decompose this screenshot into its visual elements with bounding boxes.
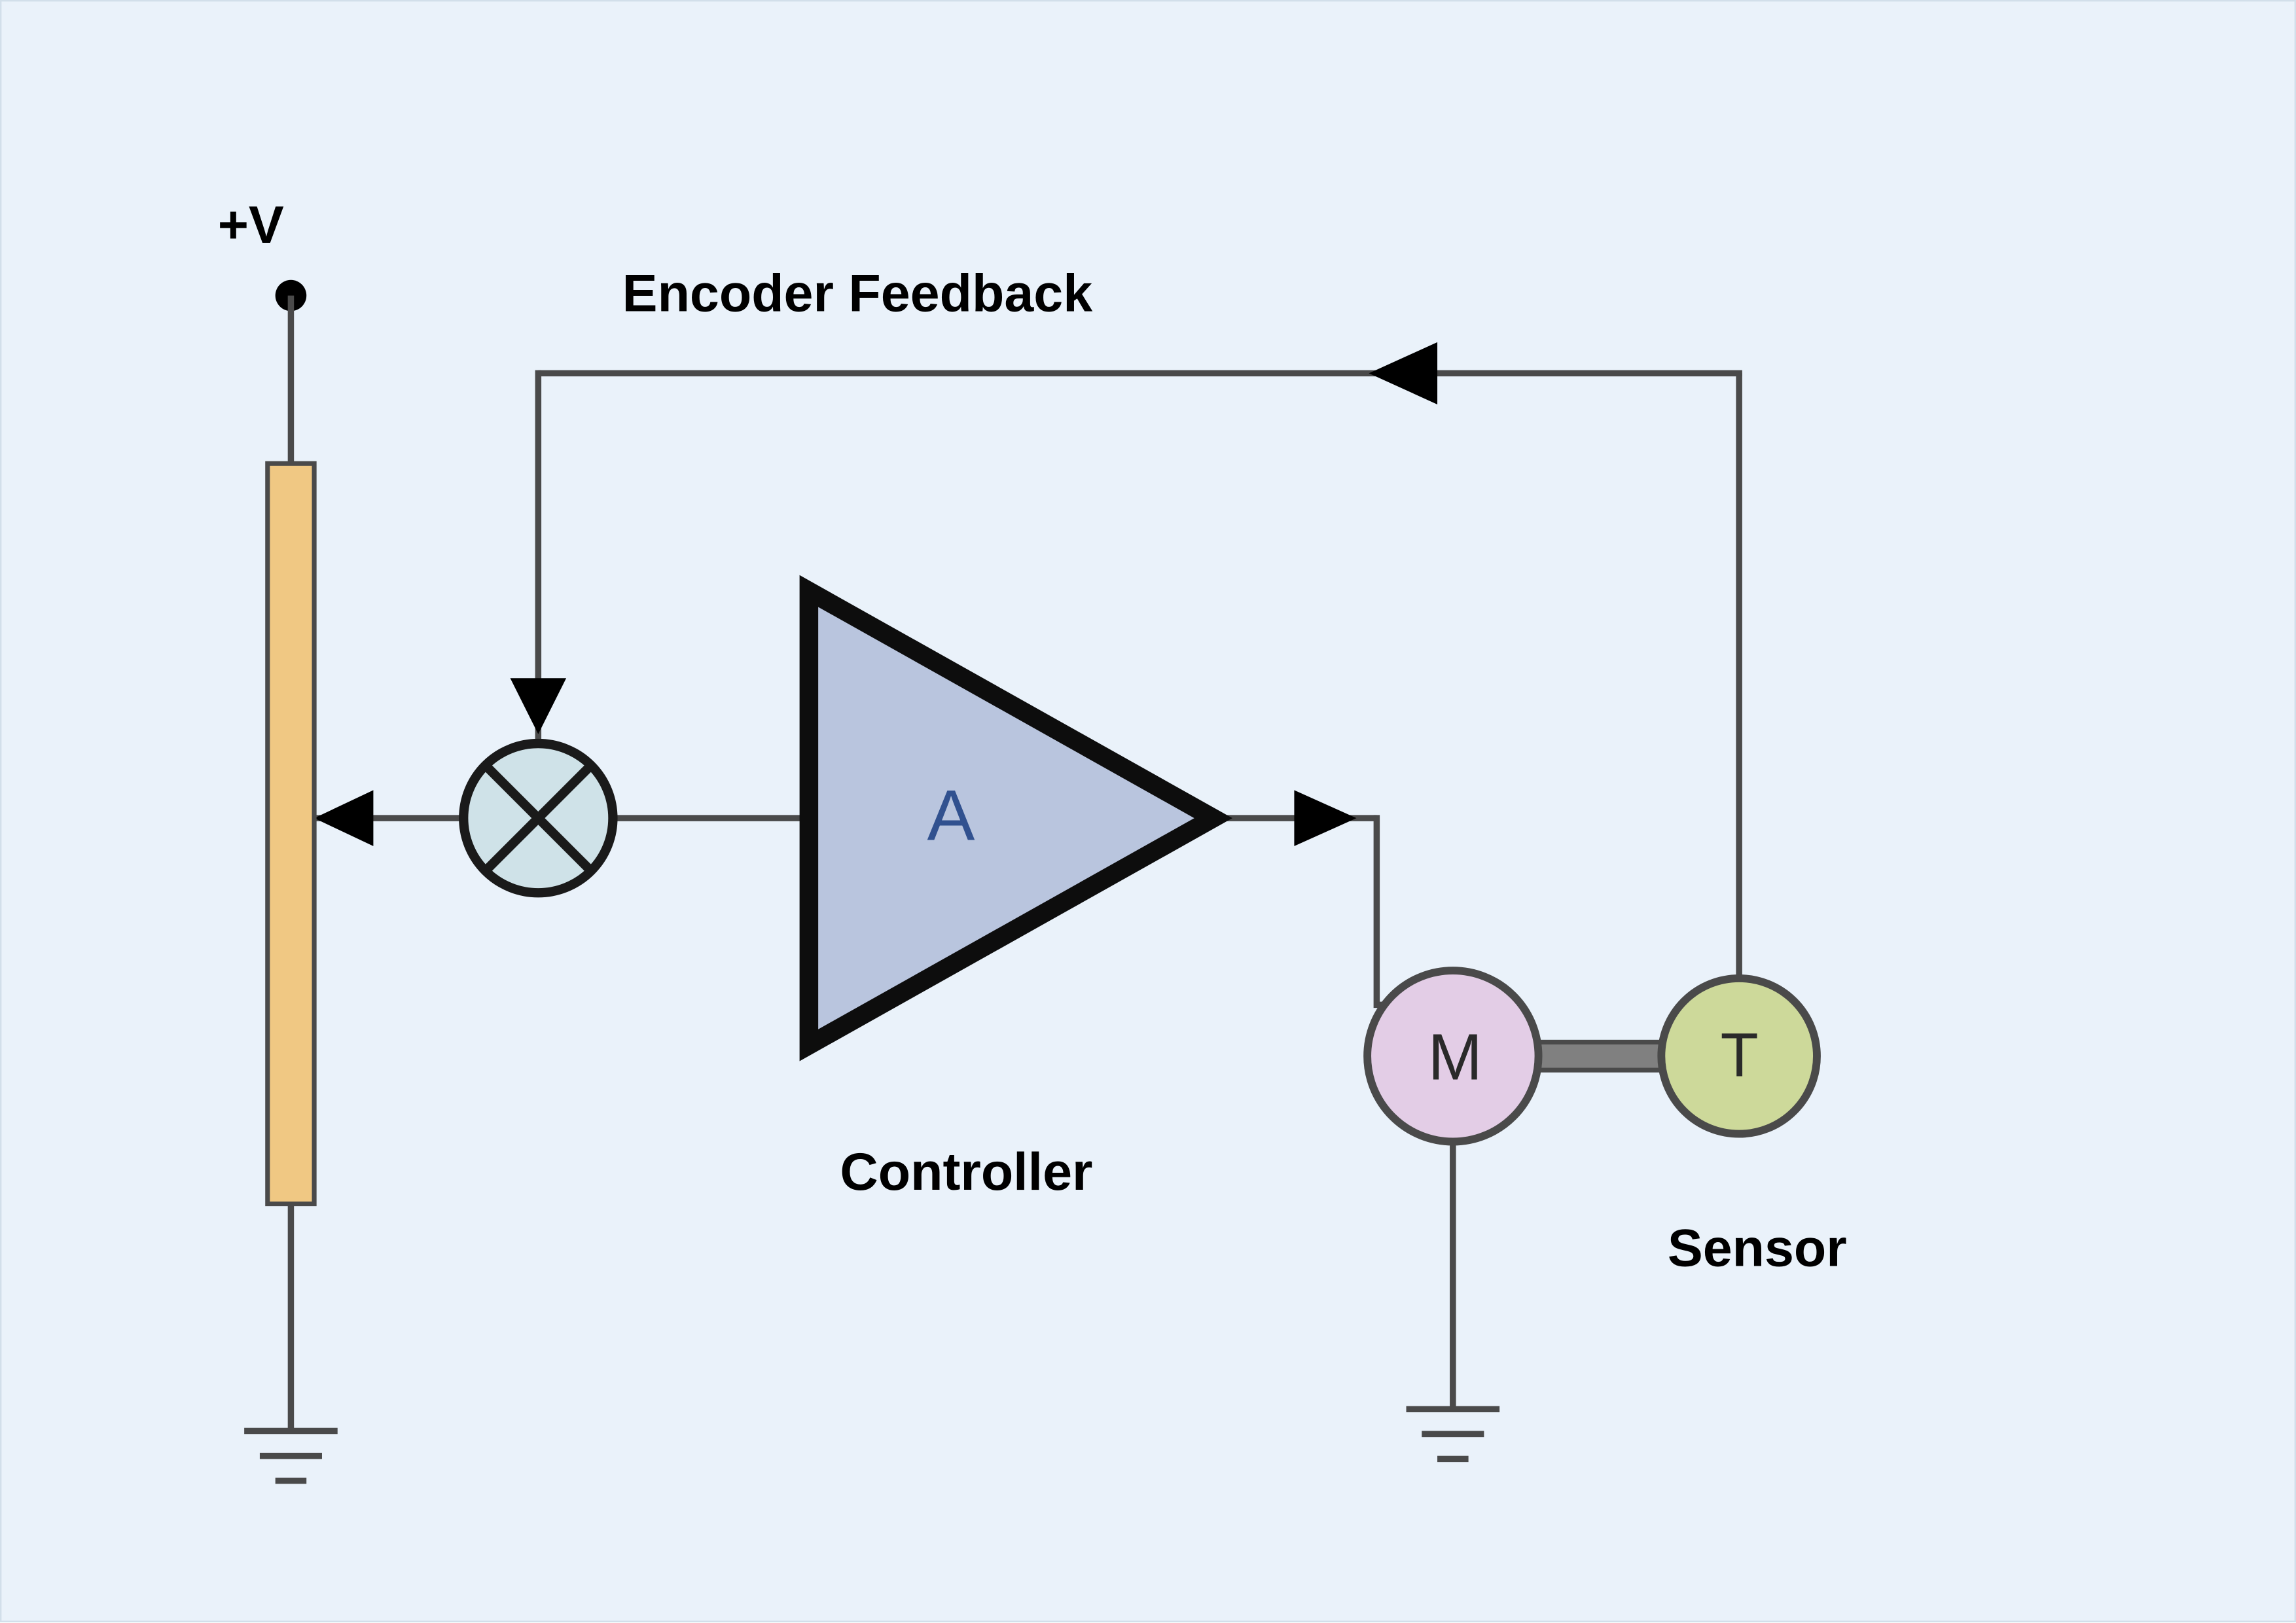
controller-label: Controller (840, 1143, 1092, 1202)
control-loop-diagram: A M T +V Encoder Feedback Controller Sen… (0, 0, 2296, 1622)
feedback-label: Encoder Feedback (622, 264, 1094, 323)
summing-junction (463, 743, 613, 893)
potentiometer (268, 463, 314, 1204)
motor-shaft (1534, 1042, 1664, 1070)
motor-label: M (1428, 1021, 1482, 1094)
tachometer: T (1661, 978, 1817, 1134)
sensor-label: Sensor (1668, 1219, 1847, 1278)
motor: M (1367, 971, 1538, 1141)
amplifier-label: A (927, 776, 975, 855)
tachometer-label: T (1721, 1021, 1759, 1090)
voltage-label: +V (218, 196, 284, 255)
